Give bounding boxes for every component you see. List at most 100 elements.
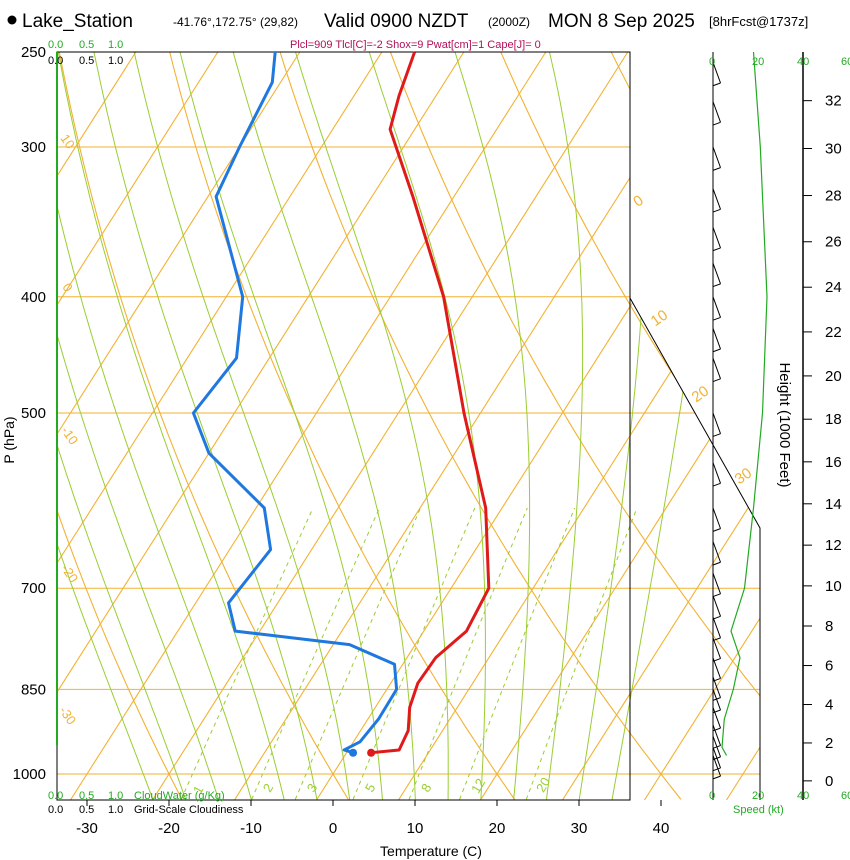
x-tick-label: -20 xyxy=(158,820,180,837)
speed-tick-0: 0 xyxy=(709,790,715,802)
height-tick-label: 22 xyxy=(825,324,842,341)
mixing-ratio-line xyxy=(408,507,528,800)
moist-adiabat-line xyxy=(57,52,154,800)
wind-barb-flag xyxy=(712,378,721,383)
mixing-ratio-label: 2 xyxy=(260,781,277,795)
wind-barb xyxy=(712,263,721,285)
wind-barb xyxy=(712,747,721,769)
forecast-info: [8hrFcst@1737z] xyxy=(709,14,808,29)
height-tick-label: 14 xyxy=(825,496,842,513)
wind-barb xyxy=(712,595,721,617)
moist-adiabat-line xyxy=(133,52,351,800)
temperature-profile xyxy=(370,51,491,755)
wind-barb-flag xyxy=(712,167,721,171)
x-tick-label: 40 xyxy=(653,820,670,837)
wind-barb xyxy=(712,412,721,434)
station-name: Lake_Station xyxy=(22,11,133,32)
isotherm-label: 0 xyxy=(630,192,647,211)
utc-time: (2000Z) xyxy=(488,15,530,29)
x-tick-label: 10 xyxy=(407,820,424,837)
isotherm-label: 30 xyxy=(732,465,755,488)
moist-adiabat-line xyxy=(179,52,383,800)
speed-tick-20-top: 20 xyxy=(752,56,764,68)
wind-barb xyxy=(712,689,721,711)
cloudwater-tick-0: 0.0 xyxy=(48,790,63,802)
moist-adiabat-line xyxy=(611,52,724,800)
wind-barb-flag xyxy=(712,593,721,598)
isotherm-line xyxy=(70,52,547,800)
wind-barb xyxy=(712,755,721,777)
wind-barb xyxy=(712,328,721,350)
wind-barb-flag xyxy=(712,82,721,87)
profile-layer xyxy=(191,51,491,757)
dry-adiabat-line xyxy=(491,52,760,800)
wind-barb-flag xyxy=(712,283,721,288)
grid-layer xyxy=(57,52,760,800)
x-axis-title: Temperature (C) xyxy=(380,843,482,859)
wind-speed-profile xyxy=(721,51,768,756)
speed-tick-20: 20 xyxy=(752,790,764,802)
wind-barb xyxy=(712,507,721,529)
wind-barb xyxy=(712,188,721,210)
isotherm-line xyxy=(562,52,760,800)
wind-barb-flag xyxy=(712,348,721,353)
isotherm-line xyxy=(57,52,301,800)
dry-adiabat-line xyxy=(272,52,682,800)
wind-barb-flag xyxy=(712,767,721,772)
isotherm-line xyxy=(398,52,760,800)
wind-barb-flag xyxy=(712,727,721,732)
height-tick-label: 28 xyxy=(825,188,842,205)
frame-layer xyxy=(56,51,804,801)
pressure-tick-label: 1000 xyxy=(13,766,46,783)
speed-tick-40-top: 40 xyxy=(797,56,809,68)
moist-adiabat-line xyxy=(232,52,416,800)
temperature-surface-dot xyxy=(367,748,376,757)
cloudwater-tick-0-top: 0.0 xyxy=(48,39,63,51)
moist-adiabat-line xyxy=(454,52,531,800)
speed-tick-0-top: 0 xyxy=(709,56,715,68)
adiabat-label: 0 xyxy=(59,280,75,295)
isotherm-line xyxy=(644,52,760,800)
moist-adiabat-line xyxy=(57,52,219,800)
mixing-ratio-label: 5 xyxy=(362,781,379,795)
cloudwater-tick-1-top: 0.5 xyxy=(79,39,94,51)
height-axis-title: Height (1000 Feet) xyxy=(776,362,793,487)
isotherm-label: 20 xyxy=(689,383,712,406)
wind-barb-flag xyxy=(712,561,721,566)
moist-adiabat-line xyxy=(57,52,187,800)
dry-adiabat-line xyxy=(57,52,183,800)
station-dot-icon xyxy=(7,15,17,25)
pressure-tick-label: 500 xyxy=(21,405,46,422)
cloudwater-tick-2-top: 1.0 xyxy=(108,39,123,51)
height-tick-label: 4 xyxy=(825,697,833,714)
wind-barb xyxy=(712,541,721,563)
height-tick-label: 8 xyxy=(825,618,833,635)
mixing-ratio-line xyxy=(251,507,380,800)
sounding-params: Plcl=909 Tlcl[C]=-2 Shox=9 Pwat[cm]=1 Ca… xyxy=(290,39,541,51)
mixing-ratio-line xyxy=(525,507,638,800)
moist-adiabat-line xyxy=(57,52,252,800)
height-tick-label: 18 xyxy=(825,411,842,428)
isotherm-line xyxy=(316,52,760,800)
isotherm-line xyxy=(57,52,219,800)
dry-adiabat-line xyxy=(57,52,349,800)
isotherm-line xyxy=(234,52,711,800)
cloudwater-tick-2: 1.0 xyxy=(108,790,123,802)
height-tick-label: 2 xyxy=(825,735,833,752)
cloudiness-tick-0: 0.0 xyxy=(48,804,63,816)
wind-barb xyxy=(712,357,721,379)
panel-edge xyxy=(629,297,761,800)
wind-barb-flag xyxy=(712,316,721,321)
wind-barb xyxy=(712,462,721,484)
cloudwater-tick-1: 0.5 xyxy=(79,790,94,802)
wind-barb-flag xyxy=(712,121,721,126)
height-tick-label: 12 xyxy=(825,537,842,554)
wind-barb-flag xyxy=(712,615,721,620)
mixing-ratio-label: 20 xyxy=(533,775,553,795)
plot-frame xyxy=(56,51,631,801)
speed-tick-40: 40 xyxy=(797,790,809,802)
speed-tick-60-top: 60 xyxy=(841,56,850,68)
wind-barb xyxy=(712,227,721,249)
x-tick-label: 30 xyxy=(571,820,588,837)
